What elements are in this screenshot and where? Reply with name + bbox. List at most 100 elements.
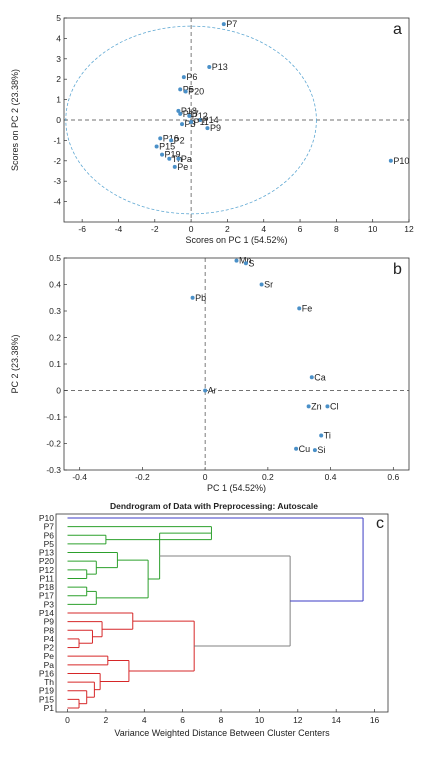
leaf-label: P11 <box>40 573 55 583</box>
data-point <box>178 87 183 92</box>
point-label: Fe <box>302 303 313 313</box>
data-point <box>388 158 393 163</box>
point-label: P17 <box>183 109 199 119</box>
leaf-label: P9 <box>44 617 55 627</box>
data-point <box>221 22 226 27</box>
leaf-label: P12 <box>39 565 54 575</box>
y-tick-label: 1 <box>56 95 61 105</box>
panel-letter: a <box>393 21 402 38</box>
data-point <box>154 144 159 149</box>
x-tick-label: 4 <box>261 224 266 234</box>
leaf-label: P8 <box>44 625 55 635</box>
data-point <box>183 89 188 94</box>
point-label: Ti <box>324 431 331 441</box>
leaf-label: P2 <box>44 643 55 653</box>
leaf-label: P18 <box>39 582 54 592</box>
chart-title: Dendrogram of Data with Preprocessing: A… <box>110 501 318 511</box>
point-label: P20 <box>188 86 204 96</box>
data-point <box>198 118 203 122</box>
leaf-label: P20 <box>39 556 54 566</box>
leaf-label: Pe <box>44 651 55 661</box>
data-point <box>203 388 208 393</box>
x-tick-label: -6 <box>78 224 86 234</box>
leaf-label: P5 <box>44 539 55 549</box>
x-tick-label: 0.6 <box>387 472 399 482</box>
x-tick-label: -4 <box>115 224 123 234</box>
point-label: P14 <box>203 115 219 125</box>
x-tick-label: 2 <box>225 224 230 234</box>
point-label: P2 <box>174 135 185 145</box>
data-point <box>309 375 314 380</box>
panel-letter: c <box>376 515 384 532</box>
y-axis-label: Scores on PC 2 (23.38%) <box>10 69 20 171</box>
y-tick-label: 0 <box>56 386 61 396</box>
x-tick-label: -0.4 <box>72 472 87 482</box>
leaf-label: P13 <box>39 548 54 558</box>
point-label: P13 <box>212 62 228 72</box>
leaf-label: P6 <box>44 530 55 540</box>
y-tick-label: 0.2 <box>49 333 61 343</box>
x-tick-label: 12 <box>404 224 414 234</box>
y-tick-label: 3 <box>56 54 61 64</box>
point-label: Pb <box>195 293 206 303</box>
leaf-label: P19 <box>39 686 54 696</box>
x-tick-label: 2 <box>104 715 109 725</box>
leaf-label: P4 <box>44 634 55 644</box>
y-tick-label: -0.1 <box>46 412 61 422</box>
data-point <box>205 126 210 131</box>
x-tick-label: 10 <box>255 715 265 725</box>
point-label: Ar <box>208 386 217 396</box>
data-point <box>189 120 194 125</box>
y-tick-label: 0.1 <box>49 359 61 369</box>
data-point <box>325 404 330 409</box>
point-label: S <box>248 258 254 268</box>
point-label: Sr <box>264 280 273 290</box>
x-tick-label: 10 <box>368 224 378 234</box>
x-tick-label: -2 <box>151 224 159 234</box>
point-label: Cl <box>330 401 339 411</box>
point-label: P3 <box>185 119 196 129</box>
x-tick-label: -0.2 <box>135 472 150 482</box>
data-point <box>158 136 163 141</box>
x-tick-label: 0 <box>65 715 70 725</box>
data-point <box>167 156 172 161</box>
x-axis-label: PC 1 (54.52%) <box>207 483 266 493</box>
point-label: P9 <box>210 123 221 133</box>
x-tick-label: 0.2 <box>262 472 274 482</box>
data-point <box>176 156 181 161</box>
data-point <box>319 433 324 438</box>
leaf-label: P16 <box>39 668 54 678</box>
data-point <box>306 404 311 409</box>
data-point <box>160 152 165 157</box>
point-label: P12 <box>192 111 208 121</box>
y-tick-label: -2 <box>53 156 61 166</box>
panel-c-dendrogram: Dendrogram of Data with Preprocessing: A… <box>39 501 389 738</box>
x-tick-label: 0.4 <box>325 472 337 482</box>
data-point <box>169 138 174 143</box>
leaf-label: P3 <box>44 599 55 609</box>
data-point <box>234 258 239 263</box>
y-tick-label: -3 <box>53 176 61 186</box>
x-tick-label: 6 <box>180 715 185 725</box>
data-point <box>259 282 264 287</box>
x-tick-label: 12 <box>293 715 303 725</box>
y-tick-label: -0.3 <box>46 465 61 475</box>
x-tick-label: 8 <box>219 715 224 725</box>
x-tick-label: 0 <box>189 224 194 234</box>
data-point <box>312 448 317 453</box>
x-tick-label: 0 <box>203 472 208 482</box>
y-tick-label: 5 <box>56 13 61 23</box>
point-label: Mn <box>239 256 252 266</box>
data-point <box>294 446 299 451</box>
plot-frame <box>63 257 410 471</box>
leaf-label: P1 <box>44 703 55 713</box>
x-axis-label: Scores on PC 1 (54.52%) <box>185 235 287 245</box>
x-tick-label: 8 <box>334 224 339 234</box>
data-point <box>207 64 212 69</box>
y-tick-label: 2 <box>56 74 61 84</box>
y-tick-label: -0.2 <box>46 439 61 449</box>
leaf-label: P15 <box>39 694 54 704</box>
point-label: Pa <box>181 154 192 164</box>
leaf-label: P14 <box>39 608 54 618</box>
x-tick-label: 14 <box>331 715 341 725</box>
